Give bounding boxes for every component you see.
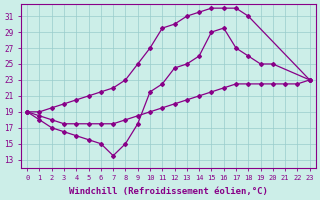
X-axis label: Windchill (Refroidissement éolien,°C): Windchill (Refroidissement éolien,°C) <box>69 187 268 196</box>
